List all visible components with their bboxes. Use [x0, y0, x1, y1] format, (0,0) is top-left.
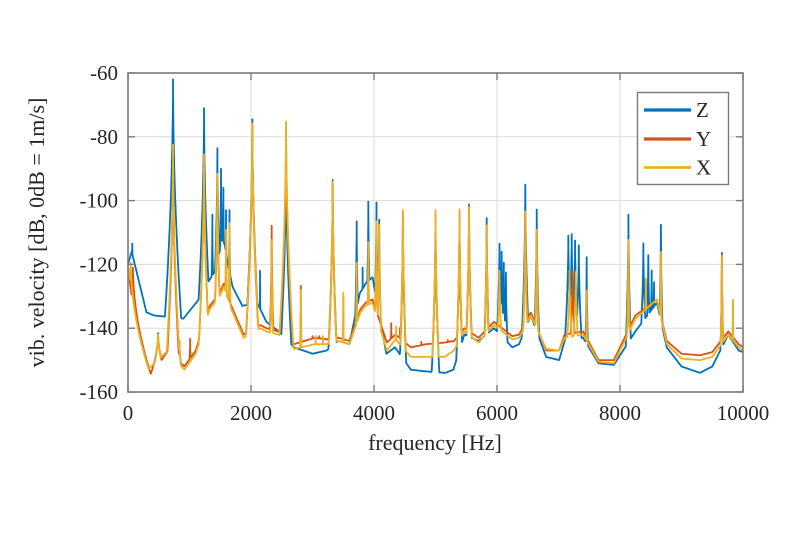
- y-tick-label: -160: [80, 380, 119, 404]
- x-tick-label: 0: [123, 401, 134, 425]
- series-path-X: [127, 120, 744, 371]
- y-axis-label: vib. velocity [dB, 0dB = 1m/s]: [24, 98, 49, 368]
- legend-label-Y: Y: [696, 127, 711, 151]
- grid-lines: [128, 73, 743, 392]
- x-tick-label: 2000: [230, 401, 272, 425]
- y-tick-labels: -60 -80 -100 -120 -140 -160: [80, 61, 119, 404]
- y-tick-label: -100: [80, 189, 119, 213]
- x-tick-label: 10000: [717, 401, 770, 425]
- tick-marks: [127, 72, 744, 393]
- x-tick-label: 8000: [599, 401, 641, 425]
- x-tick-label: 4000: [353, 401, 395, 425]
- x-tick-labels: 0 2000 4000 6000 8000 10000: [123, 401, 770, 425]
- legend-label-Z: Z: [696, 98, 709, 122]
- y-tick-label: -140: [80, 316, 119, 340]
- y-tick-label: -60: [90, 61, 118, 85]
- axes-frame: [127, 72, 744, 393]
- legend: Z Y X: [636, 91, 730, 186]
- series-curves: [127, 78, 744, 375]
- legend-label-X: X: [696, 156, 711, 180]
- y-tick-label: -80: [90, 125, 118, 149]
- y-tick-label: -120: [80, 252, 119, 276]
- x-tick-label: 6000: [476, 401, 518, 425]
- x-axis-label: frequency [Hz]: [368, 430, 502, 455]
